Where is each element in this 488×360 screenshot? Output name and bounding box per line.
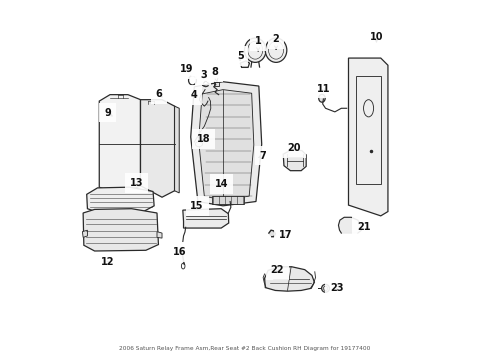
Text: 16: 16: [172, 247, 185, 257]
Text: 6: 6: [156, 89, 162, 99]
Ellipse shape: [265, 38, 286, 62]
Text: 10: 10: [369, 32, 383, 42]
Polygon shape: [283, 150, 305, 171]
Polygon shape: [82, 230, 87, 237]
Text: 4: 4: [190, 90, 197, 100]
Text: 15: 15: [190, 201, 203, 211]
Text: 8: 8: [211, 67, 218, 82]
Polygon shape: [140, 100, 174, 197]
Text: 7: 7: [258, 150, 265, 161]
Polygon shape: [264, 267, 314, 291]
Text: 1: 1: [254, 36, 261, 51]
Ellipse shape: [321, 284, 329, 292]
Text: 12: 12: [101, 257, 114, 267]
Polygon shape: [268, 230, 275, 237]
Polygon shape: [183, 209, 228, 228]
Polygon shape: [211, 196, 244, 204]
Text: 17: 17: [278, 230, 291, 239]
Text: 20: 20: [286, 143, 300, 153]
Text: 14: 14: [214, 179, 227, 189]
Ellipse shape: [318, 94, 325, 102]
Polygon shape: [83, 209, 158, 251]
Polygon shape: [338, 217, 361, 233]
Text: 2006 Saturn Relay Frame Asm,Rear Seat #2 Back Cushion RH Diagram for 19177400: 2006 Saturn Relay Frame Asm,Rear Seat #2…: [119, 346, 369, 351]
Polygon shape: [240, 61, 249, 67]
Text: 23: 23: [329, 283, 343, 293]
Ellipse shape: [195, 141, 202, 147]
Text: 22: 22: [270, 265, 284, 275]
Text: 5: 5: [236, 51, 243, 61]
Polygon shape: [348, 58, 387, 216]
Polygon shape: [157, 231, 162, 238]
Text: 2: 2: [272, 34, 279, 49]
Polygon shape: [198, 90, 253, 200]
Text: 11: 11: [316, 84, 329, 94]
Polygon shape: [86, 187, 154, 212]
Text: 9: 9: [104, 108, 112, 118]
Text: 19: 19: [180, 64, 193, 74]
Ellipse shape: [244, 38, 265, 62]
Text: 21: 21: [356, 222, 369, 231]
Polygon shape: [174, 106, 179, 193]
Text: 3: 3: [200, 70, 206, 80]
Text: 18: 18: [196, 134, 210, 144]
Polygon shape: [99, 95, 140, 192]
Polygon shape: [190, 82, 261, 206]
Bar: [213, 82, 218, 86]
Text: 13: 13: [129, 178, 142, 188]
